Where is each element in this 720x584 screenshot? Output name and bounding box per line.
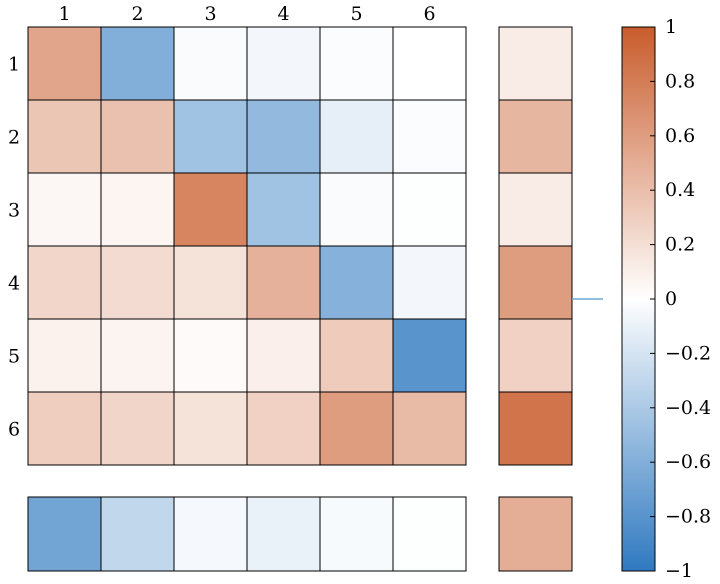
heatmap-cell xyxy=(27,245,102,320)
colorbar-tick-label: 0.4 xyxy=(665,179,695,201)
heatmap-cell xyxy=(100,245,175,320)
row-summary-cell xyxy=(498,172,573,247)
heatmap-cell xyxy=(246,172,321,247)
bottom-row-cell xyxy=(392,496,467,572)
heatmap-cell xyxy=(173,391,248,466)
heatmap-cell xyxy=(392,245,467,320)
heatmap-cell xyxy=(392,318,467,393)
column-label: 6 xyxy=(423,3,435,25)
heatmap-cell xyxy=(27,172,102,247)
row-summary-cell xyxy=(498,391,573,466)
heatmap-cell xyxy=(100,26,175,101)
row-labels: 1 2 3 4 5 6 xyxy=(8,54,20,441)
heatmap-cell xyxy=(246,245,321,320)
colorbar-tick-label: −0.6 xyxy=(665,451,711,473)
heatmap-cell xyxy=(27,391,102,466)
heatmap-cell xyxy=(173,99,248,174)
heatmap-cell xyxy=(100,391,175,466)
colorbar-tick-label: 0 xyxy=(665,288,677,310)
colorbar-tick-label: 0.6 xyxy=(665,125,695,147)
corner-summary xyxy=(498,496,573,572)
heatmap-cell xyxy=(100,99,175,174)
row-label: 4 xyxy=(8,273,20,295)
colorbar-tick-label: 0.2 xyxy=(665,234,695,256)
colorbar-tick-label: −1 xyxy=(665,560,693,582)
row-summary-cell xyxy=(498,318,573,393)
row-label: 3 xyxy=(8,200,20,222)
row-summary-cell xyxy=(498,245,573,320)
heatmap-cell xyxy=(173,318,248,393)
heatmap-cell xyxy=(319,318,394,393)
bottom-row-cell xyxy=(173,496,248,572)
colorbar-tick-label: −0.2 xyxy=(665,342,711,364)
colorbar-tick-label: 0.8 xyxy=(665,70,695,92)
column-labels: 1 2 3 4 5 6 xyxy=(58,3,435,25)
main-matrix xyxy=(27,26,467,466)
heatmap-cell xyxy=(27,26,102,101)
bottom-row-cell xyxy=(100,496,175,572)
bottom-row-cell xyxy=(246,496,321,572)
bottom-row-cell xyxy=(319,496,394,572)
heatmap-cell xyxy=(100,172,175,247)
row-label: 5 xyxy=(8,346,20,368)
heatmap-cell xyxy=(392,391,467,466)
row-summary-cell xyxy=(498,99,573,174)
row-label: 1 xyxy=(8,54,20,76)
heatmap-cell xyxy=(27,318,102,393)
heatmap-cell xyxy=(246,26,321,101)
row-label: 2 xyxy=(8,127,20,149)
heatmap-cell xyxy=(319,391,394,466)
column-label: 4 xyxy=(277,3,289,25)
heatmap-cell xyxy=(392,172,467,247)
column-label: 3 xyxy=(204,3,216,25)
heatmap-cell xyxy=(246,391,321,466)
heatmap-cell xyxy=(319,245,394,320)
colorbar: 1 0.8 0.6 0.4 0.2 0 −0.2 −0.4 −0.6 −0.8 −1 xyxy=(572,16,711,582)
column-label: 5 xyxy=(350,3,362,25)
column-label: 2 xyxy=(131,3,143,25)
corner-summary-cell xyxy=(498,496,573,572)
row-label: 6 xyxy=(8,419,20,441)
colorbar-gradient xyxy=(621,26,656,572)
bottom-row-cell xyxy=(27,496,102,572)
heatmap-cell xyxy=(173,172,248,247)
heatmap-cell xyxy=(173,245,248,320)
heatmap-cell xyxy=(100,318,175,393)
bottom-summary-row xyxy=(27,496,467,572)
heatmap-cell xyxy=(27,99,102,174)
heatmap-cell xyxy=(319,99,394,174)
colorbar-tick-label: −0.4 xyxy=(665,397,711,419)
colorbar-tick-label: −0.8 xyxy=(665,506,711,528)
colorbar-tick-label: 1 xyxy=(665,16,677,38)
row-summary-cell xyxy=(498,26,573,101)
heatmap-cell xyxy=(246,318,321,393)
heatmap-cell xyxy=(173,26,248,101)
heatmap-cell xyxy=(319,172,394,247)
heatmap-cell xyxy=(392,99,467,174)
row-summary-column xyxy=(498,26,573,466)
heatmap-cell xyxy=(319,26,394,101)
heatmap-cell xyxy=(246,99,321,174)
column-label: 1 xyxy=(58,3,70,25)
heatmap-cell xyxy=(392,26,467,101)
